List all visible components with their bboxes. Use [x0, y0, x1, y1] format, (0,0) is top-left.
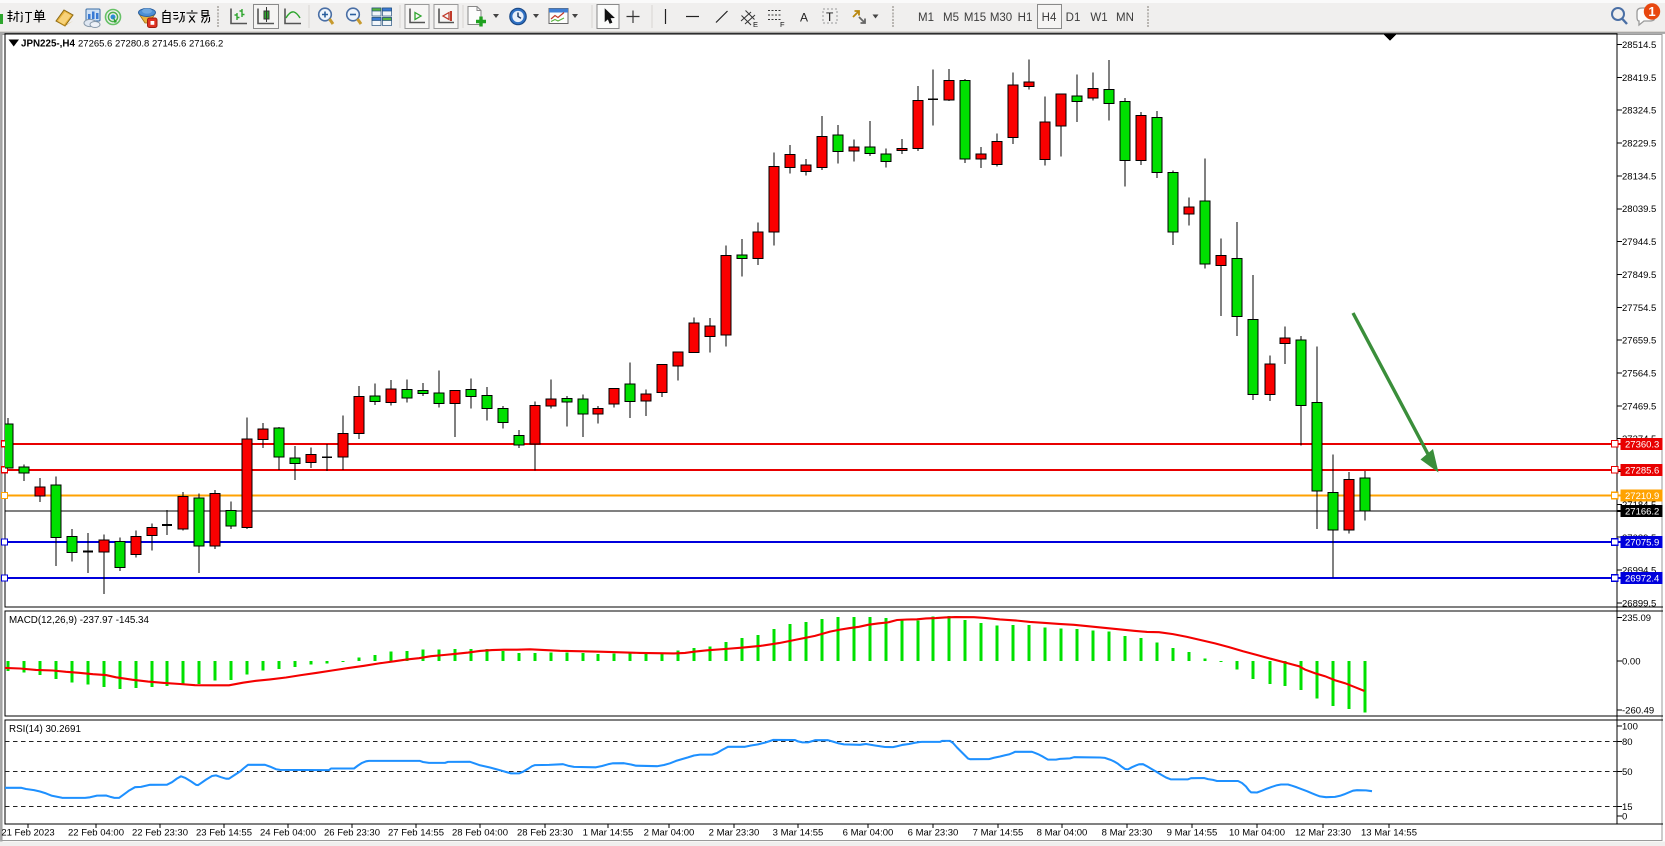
svg-text:-260.49: -260.49 [1622, 706, 1654, 717]
svg-text:T: T [826, 10, 834, 24]
svg-text:28 Feb 04:00: 28 Feb 04:00 [452, 828, 508, 839]
svg-text:6 Mar 23:30: 6 Mar 23:30 [908, 828, 959, 839]
svg-text:80: 80 [1622, 737, 1633, 748]
svg-text:23 Feb 14:55: 23 Feb 14:55 [196, 828, 252, 839]
svg-text:M30: M30 [990, 12, 1012, 24]
svg-text:27360.3: 27360.3 [1625, 439, 1659, 450]
svg-text:26994.5: 26994.5 [1622, 566, 1656, 577]
svg-text:6 Mar 04:00: 6 Mar 04:00 [843, 828, 894, 839]
svg-text:9 Mar 14:55: 9 Mar 14:55 [1167, 828, 1218, 839]
svg-text:A: A [800, 11, 808, 25]
svg-text:100: 100 [1622, 722, 1638, 733]
svg-text:28514.5: 28514.5 [1622, 40, 1656, 51]
svg-text:27849.5: 27849.5 [1622, 270, 1656, 281]
svg-text:M15: M15 [964, 12, 986, 24]
svg-text:7 Mar 14:55: 7 Mar 14:55 [973, 828, 1024, 839]
svg-text:27075.9: 27075.9 [1625, 538, 1659, 549]
svg-text:8 Mar 04:00: 8 Mar 04:00 [1037, 828, 1088, 839]
svg-text:27469.5: 27469.5 [1622, 401, 1656, 412]
svg-text:1 Mar 14:55: 1 Mar 14:55 [583, 828, 634, 839]
svg-text:RSI(14) 30.2691: RSI(14) 30.2691 [9, 724, 81, 735]
svg-text:3 Mar 14:55: 3 Mar 14:55 [773, 828, 824, 839]
svg-text:28229.5: 28229.5 [1622, 139, 1656, 150]
svg-text:24 Feb 04:00: 24 Feb 04:00 [260, 828, 316, 839]
svg-text:27659.5: 27659.5 [1622, 336, 1656, 347]
svg-text:50: 50 [1622, 767, 1633, 778]
svg-text:10 Mar 04:00: 10 Mar 04:00 [1229, 828, 1285, 839]
svg-text:0.00: 0.00 [1622, 656, 1641, 667]
svg-text:0: 0 [1622, 812, 1627, 823]
svg-text:15: 15 [1622, 802, 1633, 813]
svg-text:1: 1 [1648, 4, 1655, 19]
svg-text:235.09: 235.09 [1622, 613, 1651, 624]
svg-text:W1: W1 [1090, 12, 1107, 24]
svg-text:27944.5: 27944.5 [1622, 237, 1656, 248]
svg-text:MACD(12,26,9) -237.97 -145.34: MACD(12,26,9) -237.97 -145.34 [9, 615, 150, 626]
svg-text:13 Mar 14:55: 13 Mar 14:55 [1361, 828, 1417, 839]
svg-text:21 Feb 2023: 21 Feb 2023 [1, 828, 54, 839]
svg-text:2 Mar 04:00: 2 Mar 04:00 [644, 828, 695, 839]
svg-text:H1: H1 [1018, 12, 1033, 24]
svg-text:26972.4: 26972.4 [1625, 573, 1659, 584]
svg-text:27754.5: 27754.5 [1622, 303, 1656, 314]
svg-text:22 Feb 23:30: 22 Feb 23:30 [132, 828, 188, 839]
svg-text:8 Mar 23:30: 8 Mar 23:30 [1102, 828, 1153, 839]
svg-text:28 Feb 23:30: 28 Feb 23:30 [517, 828, 573, 839]
svg-text:2 Mar 23:30: 2 Mar 23:30 [709, 828, 760, 839]
svg-text:F: F [780, 20, 785, 29]
svg-text:28419.5: 28419.5 [1622, 73, 1656, 84]
svg-text:12 Mar 23:30: 12 Mar 23:30 [1295, 828, 1351, 839]
svg-text:28039.5: 28039.5 [1622, 204, 1656, 215]
svg-text:22 Feb 04:00: 22 Feb 04:00 [68, 828, 124, 839]
svg-text:26 Feb 23:30: 26 Feb 23:30 [324, 828, 380, 839]
svg-text:MN: MN [1116, 12, 1134, 24]
svg-text:M5: M5 [943, 12, 959, 24]
svg-text:27210.9: 27210.9 [1625, 491, 1659, 502]
svg-text:27166.2: 27166.2 [1625, 507, 1659, 518]
svg-text:26899.5: 26899.5 [1622, 599, 1656, 610]
svg-text:28134.5: 28134.5 [1622, 171, 1656, 182]
svg-text:28324.5: 28324.5 [1622, 106, 1656, 117]
svg-text:27285.6: 27285.6 [1625, 465, 1659, 476]
svg-text:27 Feb 14:55: 27 Feb 14:55 [388, 828, 444, 839]
svg-text:H4: H4 [1042, 12, 1057, 24]
svg-text:D1: D1 [1066, 12, 1081, 24]
svg-text:27265.6 27280.8 27145.6 27166.: 27265.6 27280.8 27145.6 27166.2 [78, 39, 223, 50]
svg-text:M1: M1 [918, 12, 934, 24]
svg-text:E: E [753, 20, 758, 29]
svg-text:JPN225-,H4: JPN225-,H4 [21, 39, 75, 50]
svg-text:27564.5: 27564.5 [1622, 369, 1656, 380]
